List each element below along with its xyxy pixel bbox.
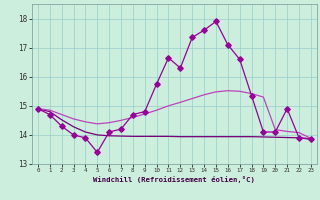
X-axis label: Windchill (Refroidissement éolien,°C): Windchill (Refroidissement éolien,°C)	[93, 176, 255, 183]
